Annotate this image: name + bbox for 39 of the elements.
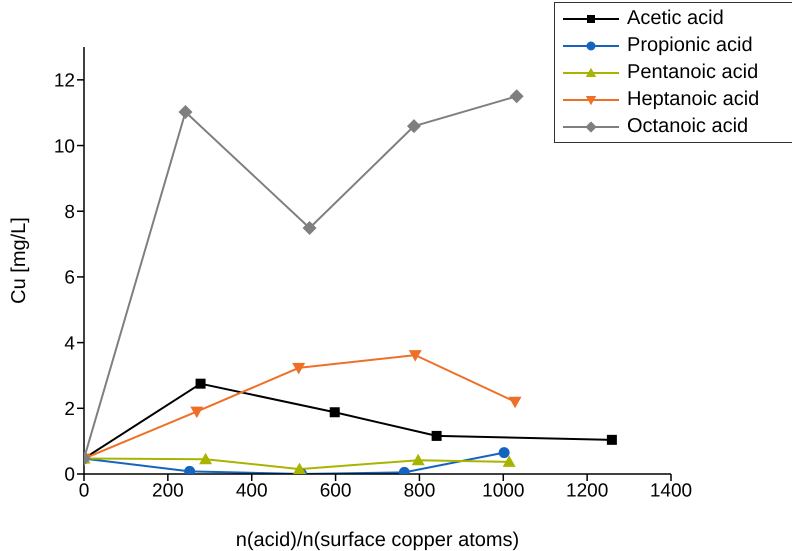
point: [510, 89, 524, 104]
legend-label: Propionic acid: [627, 33, 753, 58]
y-tick-label: 8: [64, 202, 75, 223]
x-tick-label: 800: [404, 480, 436, 502]
x-tick-label: 400: [236, 480, 268, 502]
point: [508, 396, 522, 408]
x-tick-label: 1400: [650, 480, 692, 502]
legend-label: Acetic acid: [627, 6, 724, 31]
x-tick-label: 600: [320, 480, 352, 502]
point: [292, 362, 306, 374]
point: [408, 350, 422, 362]
y-tick-label: 2: [64, 399, 75, 420]
y-tick-label: 0: [64, 464, 75, 486]
point: [498, 447, 510, 458]
point: [178, 105, 192, 120]
point: [196, 378, 206, 389]
point: [432, 430, 442, 441]
y-axis-title: Cu [mg/L]: [8, 217, 30, 304]
x-tick-label: 1200: [566, 480, 608, 502]
x-axis-title: n(acid)/n(surface copper atoms): [236, 529, 520, 551]
x-tick-label: 200: [152, 480, 184, 502]
legend-label: Octanoic acid: [627, 114, 748, 139]
point: [302, 220, 317, 235]
point: [412, 454, 425, 466]
point: [502, 455, 516, 467]
point: [330, 407, 340, 418]
point: [293, 462, 306, 474]
y-tick-label: 4: [64, 333, 76, 354]
legend-label: Pentanoic acid: [627, 60, 758, 85]
point: [406, 119, 421, 134]
legend-label: Heptanoic acid: [627, 87, 760, 112]
y-tick-label: 10: [54, 136, 75, 158]
y-tick-label: 12: [54, 70, 75, 92]
y-tick-label: 6: [64, 268, 75, 289]
x-tick-label: 1000: [482, 480, 524, 502]
point: [190, 406, 204, 418]
point: [606, 434, 617, 445]
x-tick-label: 0: [78, 480, 90, 502]
point: [199, 452, 212, 464]
